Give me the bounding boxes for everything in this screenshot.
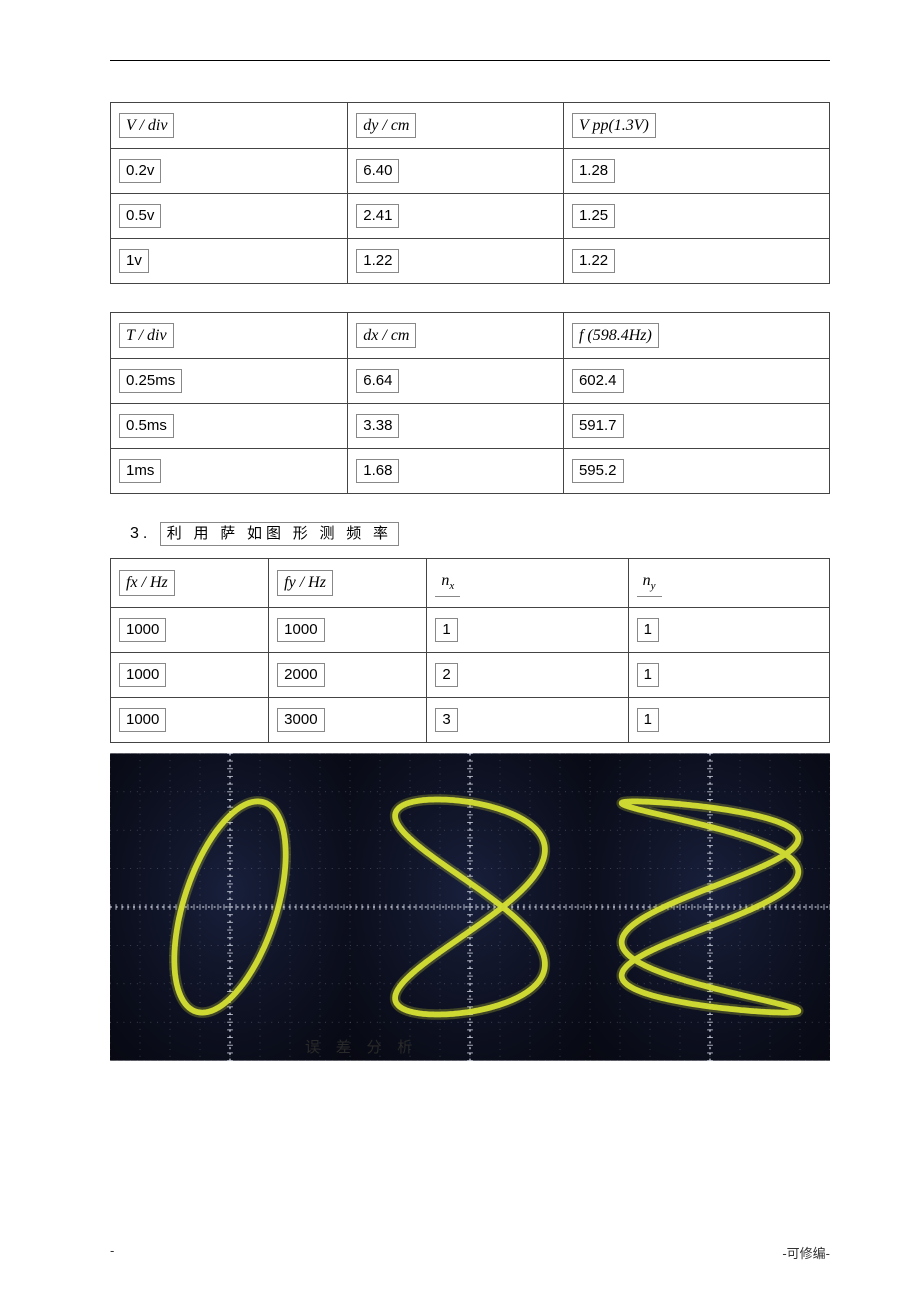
cell: 1.28 <box>572 159 615 183</box>
table-row: 0.5ms 3.38 591.7 <box>111 404 830 449</box>
cell: V / div <box>119 113 174 138</box>
table-voltage: V / div dy / cm V pp(1.3V) 0.2v 6.40 1.2… <box>110 102 830 284</box>
cell: 1000 <box>277 618 324 642</box>
cell: 1 <box>637 708 659 732</box>
error-analysis-label: 误 差 分 析 <box>305 1036 418 1057</box>
cell: 0.25ms <box>119 369 182 393</box>
table-row: 1v 1.22 1.22 <box>111 239 830 284</box>
cell: 3.38 <box>356 414 399 438</box>
table-time: T / div dx / cm f (598.4Hz) 0.25ms 6.64 … <box>110 312 830 494</box>
cell: dy / cm <box>356 113 416 138</box>
cell: 1 <box>637 663 659 687</box>
cell: 6.40 <box>356 159 399 183</box>
cell: 595.2 <box>572 459 624 483</box>
cell: nx <box>435 569 460 596</box>
section-title: 利 用 萨 如图 形 测 频 率 <box>160 522 399 546</box>
cell: 2000 <box>277 663 324 687</box>
cell: V pp(1.3V) <box>572 113 656 138</box>
cell: 2.41 <box>356 204 399 228</box>
table-row: 0.5v 2.41 1.25 <box>111 194 830 239</box>
cell: 602.4 <box>572 369 624 393</box>
table-row: T / div dx / cm f (598.4Hz) <box>111 313 830 359</box>
table-row: 0.2v 6.40 1.28 <box>111 149 830 194</box>
cell: 591.7 <box>572 414 624 438</box>
lissajous-panel-3 <box>590 747 830 1067</box>
cell: 1ms <box>119 459 161 483</box>
cell: 1000 <box>119 663 166 687</box>
table-row: 1000 1000 1 1 <box>111 607 830 652</box>
cell: 1 <box>637 618 659 642</box>
footer: - -可修编- <box>0 1243 920 1262</box>
footer-left: - <box>110 1243 114 1262</box>
lissajous-panel-1 <box>110 747 350 1067</box>
footer-right: -可修编- <box>782 1243 830 1262</box>
cell: dx / cm <box>356 323 416 348</box>
cell: T / div <box>119 323 174 348</box>
cell: f (598.4Hz) <box>572 323 659 348</box>
cell: fx / Hz <box>119 570 175 595</box>
cell: 1.22 <box>356 249 399 273</box>
table-lissajous: fx / Hz fy / Hz nx ny 1000 1000 1 1 1000… <box>110 558 830 742</box>
cell: 1.22 <box>572 249 615 273</box>
cell: 1v <box>119 249 149 273</box>
cell: 1000 <box>119 708 166 732</box>
cell: 2 <box>435 663 457 687</box>
cell: 1 <box>435 618 457 642</box>
cell: 1000 <box>119 618 166 642</box>
table-row: fx / Hz fy / Hz nx ny <box>111 559 830 607</box>
cell: ny <box>637 569 662 596</box>
table-row: 1000 3000 3 1 <box>111 697 830 742</box>
table-row: 0.25ms 6.64 602.4 <box>111 359 830 404</box>
table-row: 1000 2000 2 1 <box>111 652 830 697</box>
cell: 1.68 <box>356 459 399 483</box>
cell: 0.5ms <box>119 414 174 438</box>
cell: fy / Hz <box>277 570 333 595</box>
cell: 0.2v <box>119 159 161 183</box>
table-row: 1ms 1.68 595.2 <box>111 449 830 494</box>
cell: 6.64 <box>356 369 399 393</box>
table-row: V / div dy / cm V pp(1.3V) <box>111 103 830 149</box>
section-number: 3. <box>130 525 151 542</box>
top-rule <box>110 60 830 78</box>
cell: 3 <box>435 708 457 732</box>
cell: 0.5v <box>119 204 161 228</box>
lissajous-panel-2 <box>350 747 590 1067</box>
section-heading: 3. 利 用 萨 如图 形 测 频 率 <box>130 522 830 546</box>
cell: 1.25 <box>572 204 615 228</box>
scope-panels: 误 差 分 析 <box>110 747 830 1067</box>
cell: 3000 <box>277 708 324 732</box>
